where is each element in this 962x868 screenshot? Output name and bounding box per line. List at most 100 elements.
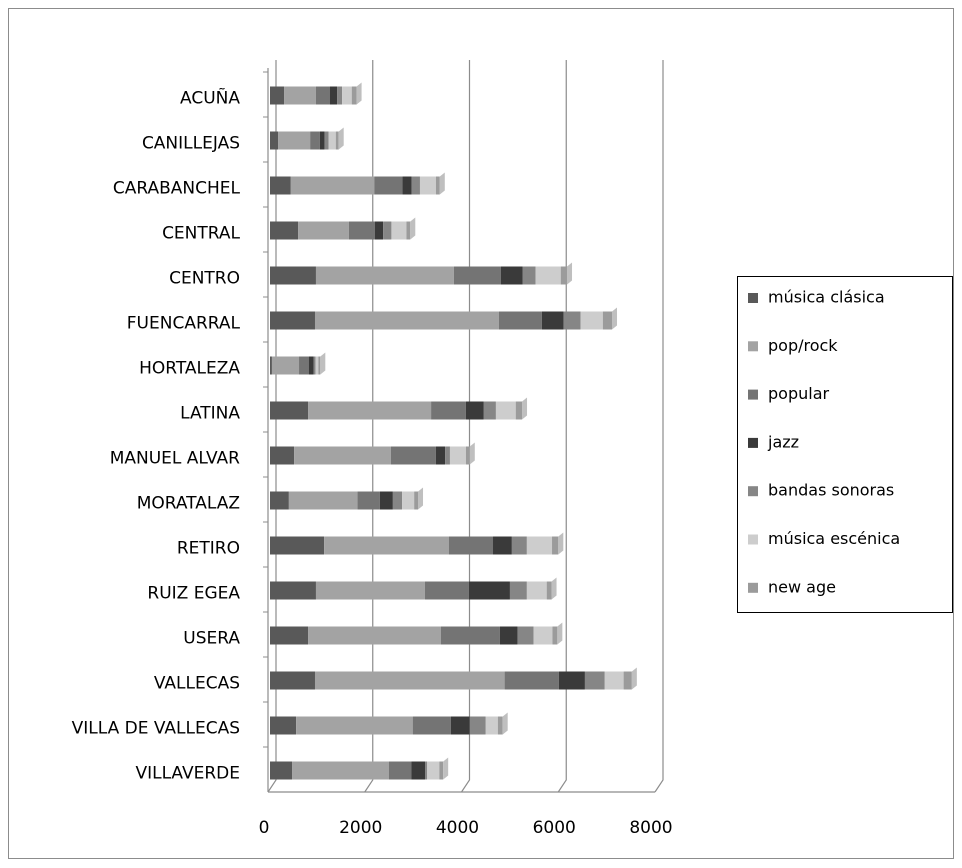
y-tick-label: MANUEL ALVAR: [110, 449, 240, 469]
y-tick-label: RETIRO: [177, 539, 240, 559]
bar-segment: [270, 536, 325, 555]
bar-segment: [328, 131, 336, 150]
bar-segment: [497, 716, 503, 735]
bar-segment: [552, 626, 558, 645]
bar-segment: [435, 446, 446, 465]
legend-label: música escénica: [768, 529, 900, 548]
bar-segment: [270, 626, 309, 645]
bar-segment: [310, 131, 320, 150]
bar-segment: [315, 266, 454, 285]
bar-segment: [431, 401, 466, 420]
bar-depth: [418, 487, 424, 510]
bar-segment: [526, 536, 553, 555]
bar-segment: [563, 311, 581, 330]
bar-segment: [270, 221, 299, 240]
bar-segment: [535, 266, 561, 285]
bar-segment: [500, 266, 523, 285]
bar-segment: [296, 716, 413, 735]
bar-segment: [335, 131, 339, 150]
y-tick-label: HORTALEZA: [139, 359, 240, 379]
bar-depth: [410, 217, 416, 240]
bar-depth: [522, 397, 528, 420]
bar-segment: [449, 446, 466, 465]
bar-segment: [324, 536, 449, 555]
y-tick-label: VILLAVERDE: [135, 764, 240, 784]
bar-segment: [348, 221, 375, 240]
bar-segment: [270, 86, 285, 105]
bar-depth: [469, 442, 475, 465]
legend-swatch: [748, 582, 758, 593]
bar-segment: [435, 176, 440, 195]
bar-segment: [493, 536, 512, 555]
bar-segment: [270, 671, 315, 690]
bar-segment: [411, 176, 420, 195]
bar-segment: [412, 716, 451, 735]
bars: [270, 82, 637, 780]
x-tick-label: 6000: [533, 818, 576, 838]
bar-segment: [315, 581, 425, 600]
bar-segment: [270, 176, 291, 195]
bar-segment: [411, 761, 426, 780]
y-tick-label: LATINA: [180, 404, 240, 424]
x-tick-label: 2000: [339, 818, 382, 838]
bar-segment: [483, 401, 496, 420]
bar-segment: [374, 176, 403, 195]
bar-segment: [278, 131, 311, 150]
bar-segment: [270, 266, 316, 285]
bar-segment: [270, 761, 293, 780]
bar-depth: [320, 352, 326, 375]
bar-segment: [292, 761, 390, 780]
bar-depth: [551, 577, 557, 600]
legend-label: jazz: [767, 432, 799, 451]
bar-segment: [424, 581, 469, 600]
y-tick-label: FUENCARRAL: [127, 314, 241, 334]
grid-line: [267, 60, 277, 793]
bar-segment: [270, 446, 295, 465]
bar-segment: [498, 311, 542, 330]
bar-segment: [315, 356, 319, 375]
bar-segment: [580, 311, 603, 330]
y-tick-label: ACUÑA: [180, 87, 240, 109]
bar-depth: [612, 307, 618, 330]
y-tick-label: CARABANCHEL: [113, 179, 241, 199]
bar-segment: [270, 401, 309, 420]
bar-segment: [450, 716, 470, 735]
bar-segment: [270, 581, 316, 600]
bar-segment: [584, 671, 605, 690]
bar-segment: [391, 221, 407, 240]
legend-swatch: [748, 389, 758, 400]
bar-segment: [509, 581, 527, 600]
bar-segment: [465, 446, 470, 465]
bar-depth: [338, 127, 344, 150]
grid: 0 2000 4000 6000 8000 ACUÑA CANILLEJAS CARABANC…: [72, 60, 673, 838]
bar-segment: [533, 626, 553, 645]
bar-segment: [402, 176, 412, 195]
bar-segment: [439, 761, 444, 780]
bar-segment: [517, 626, 534, 645]
legend-label: popular: [768, 384, 829, 403]
bar-segment: [319, 131, 325, 150]
bar-segment: [414, 491, 419, 510]
bar-depth: [356, 82, 362, 105]
bar-segment: [337, 86, 343, 105]
bar-segment: [448, 536, 494, 555]
bar-segment: [271, 356, 300, 375]
bar-segment: [284, 86, 316, 105]
bar-segment: [552, 536, 559, 555]
bar-segment: [383, 221, 392, 240]
x-tick-label: 8000: [629, 818, 672, 838]
bar-segment: [465, 401, 484, 420]
y-tick-label: MORATALAZ: [137, 494, 240, 514]
bar-segment: [511, 536, 527, 555]
legend: música clásica pop/rock popular jazz bandas …: [737, 276, 953, 613]
bar-segment: [402, 491, 415, 510]
bar-segment: [270, 311, 315, 330]
bar-segment: [318, 356, 321, 375]
grid-line: [461, 60, 471, 793]
bar-depth: [557, 622, 563, 645]
legend-label: música clásica: [768, 288, 885, 307]
bar-segment: [374, 221, 384, 240]
bar-segment: [499, 626, 518, 645]
bar-depth: [631, 667, 637, 690]
bar-segment: [526, 581, 547, 600]
